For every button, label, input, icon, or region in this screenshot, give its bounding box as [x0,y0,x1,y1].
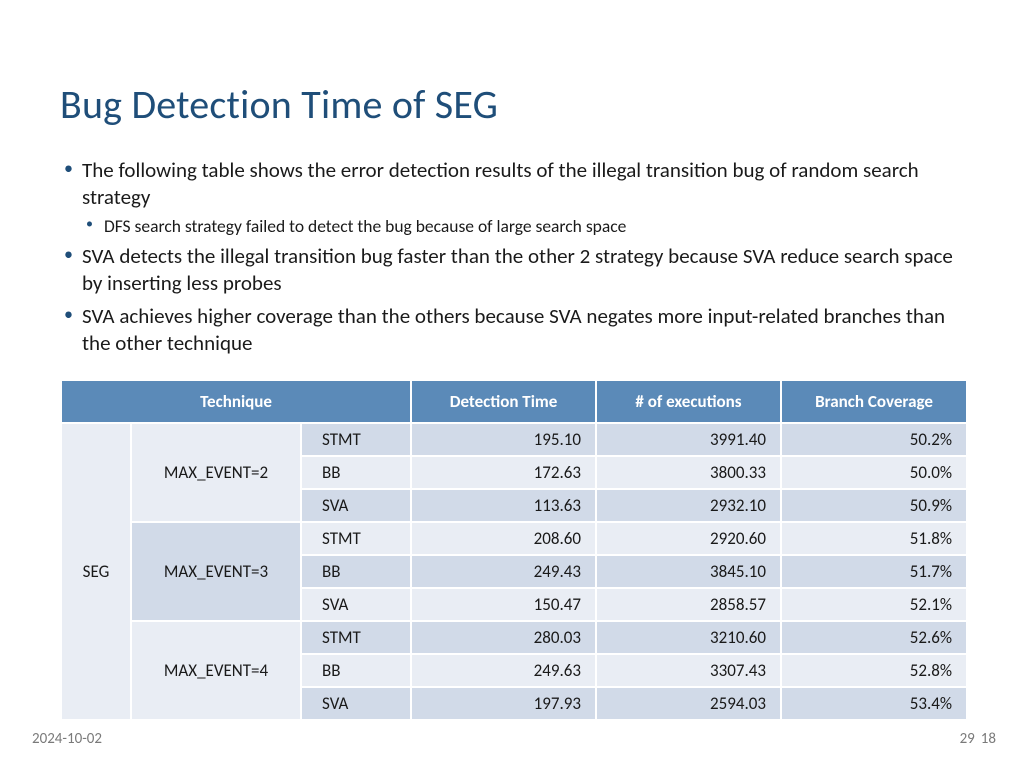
slide: Bug Detection Time of SEG The following … [0,0,1024,768]
cell-coverage: 50.0% [781,456,967,489]
cell-executions: 2920.60 [596,522,781,555]
cell-detection: 197.93 [411,687,596,720]
cell-tech: SVA [301,588,411,621]
cell-group-3: MAX_EVENT=4 [131,621,301,720]
bullet-3: SVA achieves higher coverage than the ot… [60,303,964,357]
results-table: Technique Detection Time # of executions… [60,379,968,721]
cell-tech: BB [301,555,411,588]
table-row: MAX_EVENT=4 STMT 280.03 3210.60 52.6% [61,621,967,654]
slide-title: Bug Detection Time of SEG [60,80,964,129]
footer-date: 2024-10-02 [32,730,102,748]
cell-coverage: 51.7% [781,555,967,588]
cell-detection: 249.43 [411,555,596,588]
cell-seg: SEG [61,423,131,720]
cell-group-1: MAX_EVENT=2 [131,423,301,522]
th-detection: Detection Time [411,380,596,423]
cell-tech: BB [301,654,411,687]
cell-coverage: 53.4% [781,687,967,720]
page-number-b: 18 [981,730,996,748]
cell-coverage: 52.6% [781,621,967,654]
table-row: MAX_EVENT=3 STMT 208.60 2920.60 51.8% [61,522,967,555]
cell-executions: 2932.10 [596,489,781,522]
cell-executions: 3800.33 [596,456,781,489]
th-coverage: Branch Coverage [781,380,967,423]
cell-executions: 3991.40 [596,423,781,456]
bullet-1-sublist: DFS search strategy failed to detect the… [82,215,964,237]
cell-detection: 249.63 [411,654,596,687]
cell-tech: BB [301,456,411,489]
title-text-2: f SEG [413,80,498,129]
table-row: SEG MAX_EVENT=2 STMT 195.10 3991.40 50.2… [61,423,967,456]
cell-detection: 113.63 [411,489,596,522]
cell-coverage: 51.8% [781,522,967,555]
cell-executions: 3210.60 [596,621,781,654]
footer-page-numbers: 29 18 [960,730,996,748]
cell-executions: 3845.10 [596,555,781,588]
th-executions: # of executions [596,380,781,423]
cell-coverage: 50.2% [781,423,967,456]
bullet-list: The following table shows the error dete… [60,157,964,357]
th-technique: Technique [61,380,411,423]
cell-detection: 150.47 [411,588,596,621]
cell-tech: SVA [301,489,411,522]
table-header-row: Technique Detection Time # of executions… [61,380,967,423]
page-number-a: 29 [960,730,975,748]
cell-tech: STMT [301,522,411,555]
cell-coverage: 52.8% [781,654,967,687]
cell-coverage: 50.9% [781,489,967,522]
cell-detection: 208.60 [411,522,596,555]
cell-tech: STMT [301,621,411,654]
cell-group-2: MAX_EVENT=3 [131,522,301,621]
cell-executions: 2858.57 [596,588,781,621]
cell-tech: STMT [301,423,411,456]
cell-detection: 172.63 [411,456,596,489]
title-text-1: Bug Detection Time o [60,80,413,129]
bullet-1-sub: DFS search strategy failed to detect the… [82,215,964,237]
bullet-1: The following table shows the error dete… [60,157,964,237]
cell-tech: SVA [301,687,411,720]
cell-executions: 3307.43 [596,654,781,687]
cell-detection: 280.03 [411,621,596,654]
cell-detection: 195.10 [411,423,596,456]
bullet-2: SVA detects the illegal transition bug f… [60,243,964,297]
cell-executions: 2594.03 [596,687,781,720]
bullet-1-text: The following table shows the error dete… [82,157,919,210]
cell-coverage: 52.1% [781,588,967,621]
